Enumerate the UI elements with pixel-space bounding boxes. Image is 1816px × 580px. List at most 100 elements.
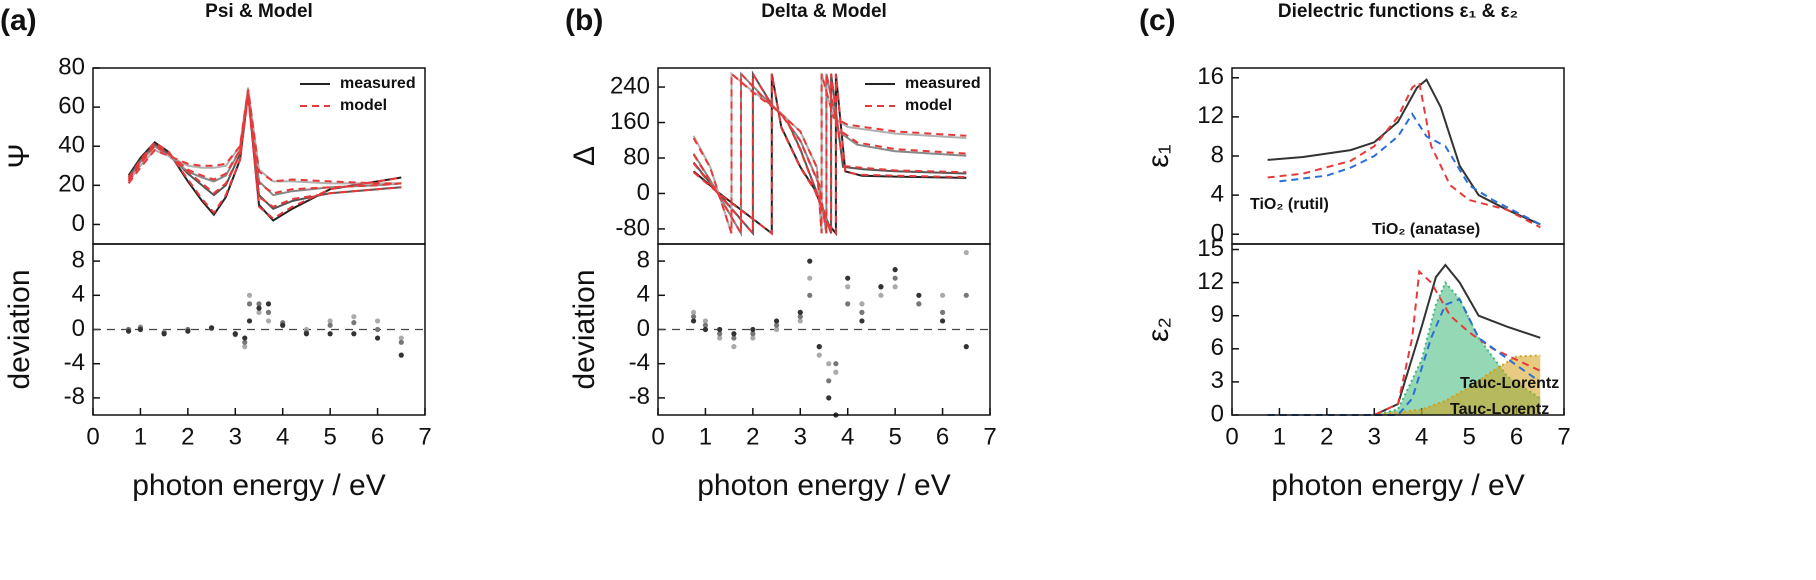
axes-frame [657,243,991,416]
x-tick-label: 6 [371,423,384,450]
y-tick-label: 16 [1197,63,1224,90]
y-tick-label: 9 [1211,301,1224,328]
data-point [702,322,709,328]
x-tick-label: 7 [418,423,431,450]
area-edge [1374,280,1541,416]
y-tick-label: 4 [72,281,85,308]
line [1373,263,1541,416]
y-tick-label: -80 [615,214,650,241]
data-point [327,322,333,328]
x-tick-label: 2 [746,423,759,450]
data-point [351,331,357,337]
axes-frame [92,243,426,416]
y-axis-label: ε₂ [1142,317,1175,342]
data-point [256,301,262,307]
subplot: deviation photon energy / eV -8 -4 0 4 8 0 1 2 3 4 5… [3,243,432,502]
x-tick-label: 2 [1320,423,1333,450]
data-point [327,318,333,324]
data-point [246,292,253,298]
y-tick-label: 12 [1197,268,1224,295]
y-tick-label: 40 [58,132,85,159]
data-point [717,326,723,333]
subplot: (a) Psi & Model Ψ 0 20 40 60 80 measured model [0,1,426,245]
data-point [826,395,832,401]
y-tick-label: 60 [58,92,85,119]
data-point [826,361,832,367]
axes-frame [1231,67,1565,245]
data-point [797,314,803,320]
data-point [916,292,922,298]
data-point [242,339,248,345]
subplot: (b) Delta & Model Δ -80 0 80 160 240 measured mod… [565,1,991,245]
data-point [963,292,969,298]
legend-label: measured [340,75,416,92]
data-point [773,318,780,324]
data-point [892,284,898,290]
data-point [280,322,286,328]
data-point [892,275,898,281]
series-label: Tauc-Lorentz [1460,375,1559,392]
data-point [878,292,884,298]
y-tick-label: 0 [72,315,85,342]
x-axis-label: photon energy / eV [1271,469,1525,502]
data-point [374,335,381,341]
data-point [750,326,756,333]
x-tick-label: 3 [794,423,807,450]
y-axis-label: deviation [568,269,601,389]
x-tick-label: 4 [276,423,289,450]
subplot: deviation photon energy / eV -8 -4 0 4 8 0 1 2 3 4 5… [568,243,997,502]
data-point [265,301,272,307]
data-point [916,301,922,307]
data-point [833,361,839,367]
axes-frame [1231,243,1565,416]
line [692,73,967,237]
chart-title: Dielectric functions ε₁ & ε₂ [1278,1,1518,22]
data-point [878,284,884,290]
y-tick-label: -4 [629,349,650,376]
data-point [845,284,851,290]
data-point [750,335,756,341]
data-point [232,331,238,337]
data-point [833,369,839,375]
y-tick-label: 0 [72,210,85,237]
plot-area [125,292,404,358]
x-tick-label: 0 [86,423,99,450]
data-point [807,258,813,264]
line [127,95,402,220]
series-label: Tauc-Lorentz [1450,401,1549,418]
x-tick-label: 7 [983,423,996,450]
x-tick-label: 0 [651,423,664,450]
data-point [939,292,946,298]
panel-label: (b) [565,4,603,37]
y-tick-label: 8 [637,246,650,273]
data-point [246,318,253,324]
chart-title: Psi & Model [205,1,313,22]
data-point [242,344,248,350]
data-point [125,328,132,334]
y-tick-label: 4 [1211,180,1224,207]
line [1267,269,1541,416]
data-point [256,305,262,311]
series-label: TiO₂ (anatase) [1372,221,1480,238]
y-tick-label: 3 [1211,367,1224,394]
x-tick-label: 3 [229,423,242,450]
x-tick-label: 3 [1368,423,1381,450]
data-point [816,352,822,358]
line [692,71,967,238]
x-tick-label: 5 [888,423,901,450]
data-point [845,301,851,307]
data-point [702,326,709,333]
x-tick-label: 5 [323,423,336,450]
data-point [717,331,723,337]
panel-label: (c) [1139,4,1176,37]
line [692,71,967,234]
data-point [690,314,697,320]
data-point [731,331,737,337]
x-axis-label: photon energy / eV [697,469,951,502]
line [1267,297,1541,416]
x-tick-label: 1 [134,423,147,450]
line [1267,78,1541,226]
data-point [265,309,272,315]
data-point [807,292,813,298]
data-point [327,331,333,337]
